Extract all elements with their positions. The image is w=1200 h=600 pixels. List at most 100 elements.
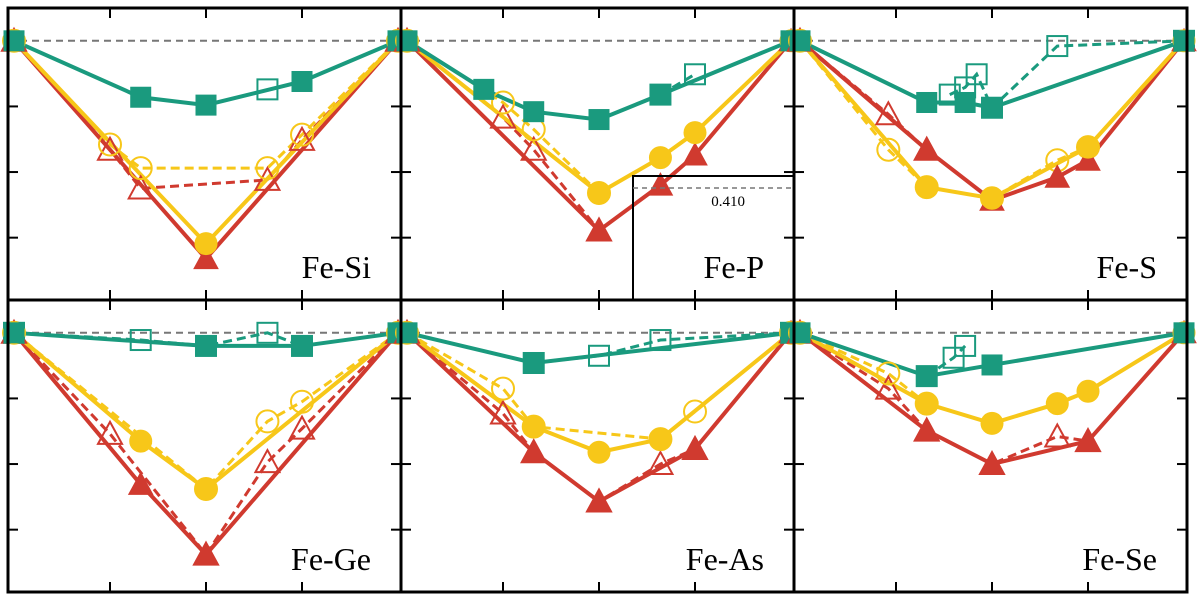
triangle-marker: [874, 100, 903, 126]
square-marker: [649, 84, 671, 106]
triangle-marker: [1044, 164, 1071, 188]
triangle-marker: [913, 136, 940, 161]
triangle-marker: [288, 125, 316, 151]
circle-marker: [194, 477, 218, 501]
square-marker: [1046, 35, 1069, 58]
panel-title: Fe-Si: [302, 249, 371, 285]
dashed-line: [13, 331, 399, 492]
panel-title: Fe-S: [1097, 249, 1157, 285]
triangle-marker: [586, 217, 612, 241]
square-marker: [916, 365, 938, 387]
triangle-marker: [646, 449, 675, 476]
circle-marker: [915, 392, 939, 416]
triangle-marker: [520, 439, 547, 463]
circle-marker: [876, 361, 901, 386]
triangle-marker: [288, 414, 316, 440]
square-marker: [1173, 322, 1195, 344]
dashed-line: [798, 39, 1089, 200]
panel-title: Fe-Se: [1082, 541, 1157, 577]
circle-marker: [491, 90, 515, 115]
circle-marker: [522, 415, 546, 439]
circle-marker: [587, 181, 611, 205]
circle-marker: [683, 399, 707, 424]
square-marker: [291, 70, 313, 92]
triangle-marker: [127, 471, 154, 495]
panel-title: Fe-As: [686, 541, 764, 577]
circle-marker: [98, 132, 122, 157]
square-marker: [954, 334, 977, 357]
square-marker: [649, 329, 672, 352]
dashed-line: [12, 331, 400, 558]
square-marker: [954, 91, 976, 113]
square-marker: [1173, 30, 1195, 52]
circle-marker: [980, 411, 1004, 435]
panel-title: Fe-Ge: [291, 541, 371, 577]
line: [13, 330, 399, 348]
line: [798, 39, 1186, 203]
circle-marker: [648, 146, 672, 170]
circle-marker: [1045, 392, 1069, 416]
dashed-line: [949, 39, 1185, 111]
dashed-line: [799, 331, 928, 405]
line: [12, 331, 400, 558]
triangle-marker: [193, 541, 219, 566]
triangle-marker: [979, 451, 1005, 475]
square-marker: [916, 91, 938, 113]
line: [12, 39, 400, 262]
triangle-marker: [253, 447, 282, 474]
circle-marker: [128, 156, 153, 181]
square-marker: [129, 329, 152, 352]
square-marker: [130, 86, 152, 108]
square-marker: [588, 344, 610, 367]
circle-marker: [290, 122, 314, 147]
panel: Fe-Se: [786, 298, 1197, 594]
circle-marker: [980, 186, 1004, 210]
triangle-marker: [647, 172, 674, 196]
square-marker: [981, 97, 1003, 119]
circle-marker: [915, 175, 939, 199]
line: [405, 38, 792, 122]
panel: Fe-P 0.410: [393, 6, 804, 302]
circle-marker: [290, 389, 314, 414]
triangle-marker: [1075, 428, 1101, 452]
circle-marker: [587, 440, 611, 464]
triangle-marker: [96, 419, 124, 445]
panel: Fe-Si: [0, 6, 412, 302]
triangle-marker: [913, 417, 940, 442]
panel-frame: [792, 298, 1189, 594]
triangle-marker: [682, 141, 708, 166]
square-marker: [684, 63, 706, 86]
circle-marker: [876, 137, 901, 162]
panel-title: Fe-P: [704, 249, 764, 285]
square-marker: [473, 78, 495, 100]
panel: Fe-Ge: [0, 298, 412, 594]
triangle-marker: [127, 174, 155, 200]
square-marker: [588, 109, 610, 131]
circle-marker: [1076, 379, 1100, 403]
square-marker: [256, 321, 279, 344]
inset-label: 0.410: [711, 194, 745, 210]
circle-marker: [129, 429, 153, 453]
triangle-marker: [682, 435, 708, 460]
panel: Fe-As: [393, 298, 804, 594]
triangle-marker: [586, 488, 612, 512]
circle-marker: [683, 121, 707, 145]
triangle-marker: [253, 165, 282, 191]
square-marker: [523, 352, 545, 374]
line: [799, 331, 1186, 426]
triangle-marker: [96, 135, 124, 161]
square-marker: [965, 63, 988, 86]
square-marker: [256, 78, 279, 101]
dashed-line: [925, 344, 967, 378]
line: [799, 330, 1185, 379]
circle-marker: [648, 427, 672, 451]
triangle-marker: [1043, 422, 1071, 448]
square-marker: [195, 335, 217, 357]
triangle-marker: [489, 399, 517, 425]
square-marker: [981, 354, 1003, 376]
circle-marker: [1076, 135, 1100, 159]
triangle-marker: [489, 103, 517, 129]
line: [12, 331, 400, 492]
circle-marker: [255, 409, 280, 434]
